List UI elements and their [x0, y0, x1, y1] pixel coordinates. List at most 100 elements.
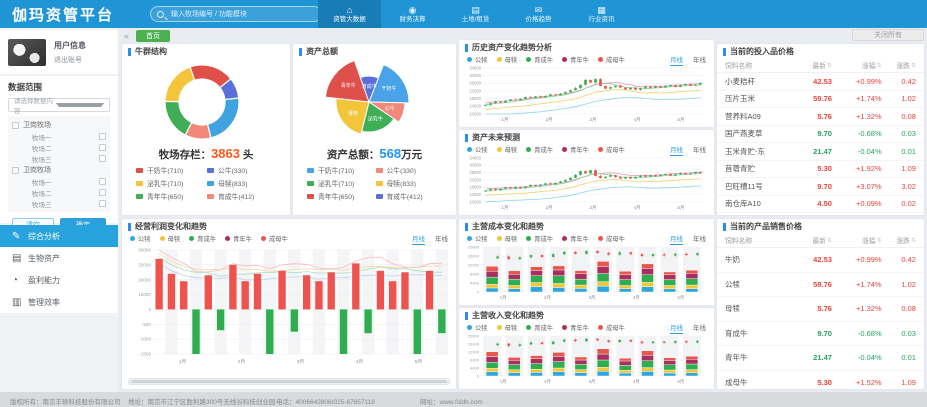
sidebar-item-efficiency[interactable]: ▥ 管理效率: [0, 291, 118, 313]
legend-item[interactable]: 成母牛: [260, 234, 288, 243]
checkbox[interactable]: [12, 121, 19, 129]
checkbox[interactable]: [99, 200, 106, 207]
checkbox[interactable]: [99, 155, 106, 162]
nav-item-mail[interactable]: ✉ 价格趋势: [507, 0, 570, 28]
table-row[interactable]: 营养料A09 5.76 +1.32% 0.08: [717, 108, 924, 126]
checkbox[interactable]: [99, 189, 106, 196]
tree-item-label[interactable]: 牧场三: [32, 156, 52, 164]
toggle-yearly[interactable]: 年线: [693, 147, 706, 154]
legend-item[interactable]: 公牛(330): [375, 165, 445, 175]
tree-item-label[interactable]: 牧场三: [32, 201, 52, 209]
close-all-button[interactable]: 关闭所有: [852, 29, 924, 41]
legend-item[interactable]: 育成牛: [526, 323, 553, 332]
toggle-yearly[interactable]: 年线: [693, 325, 706, 332]
legend-item[interactable]: 育成牛: [189, 234, 216, 243]
sort-icon[interactable]: ⇅: [876, 237, 882, 244]
sort-icon[interactable]: ⇅: [910, 237, 916, 244]
legend-item[interactable]: 母犊: [159, 234, 180, 243]
legend-item[interactable]: 母犊: [496, 145, 517, 154]
legend-item[interactable]: 泌乳牛(710): [136, 178, 207, 188]
logout-link[interactable]: 退出账号: [54, 56, 82, 64]
sidebar-item-assets[interactable]: ▤ 生物资产: [0, 247, 118, 269]
toggle-monthly[interactable]: 月线: [670, 54, 683, 66]
tree-item-label[interactable]: 牧场一: [32, 179, 52, 187]
tree-group-label[interactable]: 卫岗牧场: [23, 122, 51, 129]
data-range-select[interactable]: 请选择数据内容: [8, 98, 110, 115]
legend-item[interactable]: 成母牛: [597, 323, 625, 332]
legend-item[interactable]: 育成牛: [526, 145, 553, 154]
sidebar-item-analysis[interactable]: ✎ 综合分析: [0, 225, 118, 247]
title-bar: [465, 222, 468, 231]
toggle-monthly[interactable]: 月线: [670, 233, 683, 245]
legend-item[interactable]: 成母牛: [597, 234, 625, 243]
table-row[interactable]: 国产燕麦草 9.70 -0.68% 0.03: [717, 126, 924, 143]
legend-item[interactable]: 公犊: [467, 145, 488, 154]
legend-item[interactable]: 泌乳牛(710): [307, 178, 376, 188]
legend-item[interactable]: 青年牛: [562, 55, 589, 64]
toggle-yearly[interactable]: 年线: [693, 236, 706, 243]
legend-item[interactable]: 公牛(330): [207, 165, 278, 175]
checkbox[interactable]: [12, 166, 19, 174]
legend-item[interactable]: 育成牛: [526, 55, 553, 64]
nav-item-news[interactable]: ▦ 行业资讯: [570, 0, 633, 28]
legend-item[interactable]: 母犊(833): [207, 178, 278, 188]
sort-icon[interactable]: ⇅: [876, 62, 882, 69]
legend-item[interactable]: 成母牛: [597, 145, 625, 154]
legend-item[interactable]: 干奶牛(710): [307, 165, 376, 175]
table-row[interactable]: 青年牛 21.47 -0.04% 0.01: [717, 346, 924, 371]
table-row[interactable]: 母犊 5.76 +1.32% 0.08: [717, 297, 924, 322]
collapse-tabs-icon[interactable]: «: [124, 31, 130, 41]
tab-home[interactable]: 首页: [136, 30, 170, 42]
table-row[interactable]: 玉米青贮-东 21.47 -0.04% 0.01: [717, 143, 924, 161]
sort-icon[interactable]: ⇅: [826, 62, 832, 69]
table-row[interactable]: 牛奶 42.53 +0.99% 0.42: [717, 248, 924, 273]
legend-item[interactable]: 公犊: [467, 323, 488, 332]
nav-item-database[interactable]: ▤ 土地/租赁: [444, 0, 507, 28]
legend-item[interactable]: 公犊: [467, 234, 488, 243]
legend-item[interactable]: 母犊: [496, 234, 517, 243]
table-row[interactable]: 小麦秸秆 42.53 +0.99% 0.42: [717, 73, 924, 91]
checkbox[interactable]: [99, 144, 106, 151]
search-input[interactable]: [169, 9, 315, 19]
toggle-yearly[interactable]: 年线: [435, 236, 448, 243]
legend-item[interactable]: 育成牛: [526, 234, 553, 243]
checkbox[interactable]: [99, 133, 106, 140]
legend-item[interactable]: 母犊: [496, 55, 517, 64]
legend-item[interactable]: 育成牛(412): [207, 191, 278, 201]
table-row[interactable]: 南仓库A10 4.50 +0.09% 0.02: [717, 196, 924, 213]
table-row[interactable]: 压片玉米 59.76 +1.74% 1.02: [717, 91, 924, 108]
global-search[interactable]: [150, 6, 322, 22]
nav-item-finance[interactable]: ◉ 财务决算: [381, 0, 444, 28]
legend-item[interactable]: 母犊: [496, 323, 517, 332]
legend-item[interactable]: 公犊: [130, 234, 151, 243]
table-row[interactable]: 巴旺槽11号 9.70 +3.07% 3.02: [717, 178, 924, 196]
legend-item[interactable]: 育成牛(412): [375, 191, 445, 201]
toggle-monthly[interactable]: 月线: [670, 144, 683, 156]
tree-item-label[interactable]: 牧场二: [32, 145, 52, 153]
toggle-yearly[interactable]: 年线: [693, 57, 706, 64]
legend-item[interactable]: 青年牛: [562, 234, 589, 243]
toggle-monthly[interactable]: 月线: [670, 322, 683, 334]
legend-item[interactable]: 青年牛: [562, 145, 589, 154]
tree-item-label[interactable]: 牧场一: [32, 134, 52, 142]
sort-icon[interactable]: ⇅: [826, 237, 832, 244]
legend-item[interactable]: 公犊: [467, 55, 488, 64]
legend-item[interactable]: 青年牛: [225, 234, 252, 243]
sort-icon[interactable]: ⇅: [910, 62, 916, 69]
table-row[interactable]: 苜蓿青贮 5.30 +1.92% 1.09: [717, 161, 924, 178]
legend-item[interactable]: 青年牛: [562, 323, 589, 332]
checkbox[interactable]: [99, 178, 106, 185]
tree-item-label[interactable]: 牧场二: [32, 190, 52, 198]
legend-item[interactable]: 成母牛: [597, 55, 625, 64]
legend-item[interactable]: 青年牛(650): [136, 191, 207, 201]
toggle-monthly[interactable]: 月线: [412, 233, 425, 245]
table-row[interactable]: 公犊 59.76 +1.74% 1.02: [717, 273, 924, 297]
legend-item[interactable]: 母犊(833): [375, 178, 445, 188]
legend-item[interactable]: 干奶牛(710): [136, 165, 207, 175]
legend-item[interactable]: 青年牛(650): [307, 191, 376, 201]
nav-item-home[interactable]: ⌂ 资管大数据: [318, 0, 381, 28]
scrollbar-handle[interactable]: [131, 380, 447, 383]
sidebar-item-profit[interactable]: ◔ 盈利能力: [0, 269, 118, 291]
tree-group-label[interactable]: 卫岗牧场: [23, 167, 51, 174]
table-row[interactable]: 育成牛 9.70 -0.68% 0.03: [717, 322, 924, 346]
